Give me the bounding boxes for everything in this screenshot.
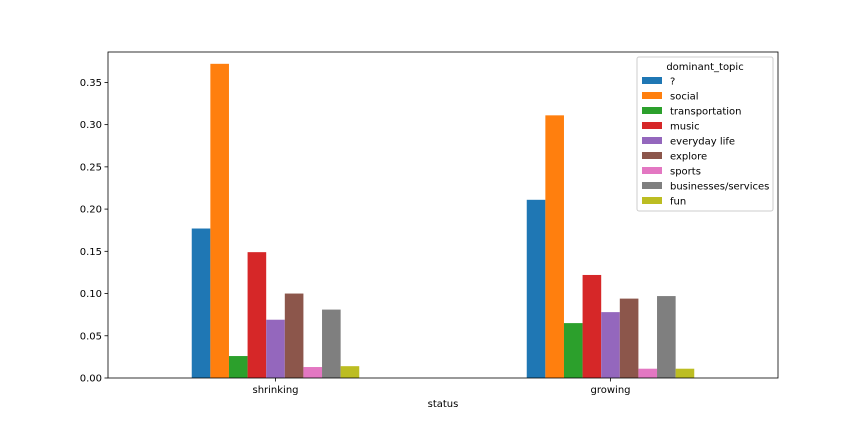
legend-title: dominant_topic xyxy=(666,62,743,73)
bar-growing-7 xyxy=(638,368,658,378)
bars-group xyxy=(191,63,695,379)
legend-label: music xyxy=(670,122,700,133)
bar-growing-5 xyxy=(601,312,620,378)
legend-label: everyday life xyxy=(670,137,735,148)
legend-swatch xyxy=(642,167,662,174)
y-tick-label: 0.25 xyxy=(80,162,102,173)
legend-label: ? xyxy=(670,77,675,88)
legend-items: ? social transportation music everyday life e… xyxy=(642,77,769,208)
legend-label: explore xyxy=(670,152,707,163)
bar-growing-1 xyxy=(526,199,546,378)
bar-growing-8 xyxy=(657,296,676,378)
y-tick-label: 0.30 xyxy=(80,120,102,131)
y-axis: 0.00 0.05 0.10 0.15 0.20 0.25 0.30 0.35 xyxy=(80,78,108,385)
bar-shrinking-9 xyxy=(340,366,360,378)
bar-growing-4 xyxy=(582,274,602,378)
bar-growing-9 xyxy=(675,368,695,378)
bar-shrinking-1 xyxy=(191,228,211,378)
y-tick-label: 0.35 xyxy=(80,78,102,89)
bar-growing-3 xyxy=(563,323,583,378)
legend-swatch xyxy=(642,107,662,114)
legend-label: fun xyxy=(670,197,686,208)
bar-shrinking-2 xyxy=(210,63,229,379)
bar-shrinking-6 xyxy=(284,293,304,378)
legend-label: social xyxy=(670,92,699,103)
y-tick-label: 0.10 xyxy=(80,289,102,300)
legend-label: businesses/services xyxy=(670,182,769,193)
legend-swatch xyxy=(642,152,662,159)
bar-growing-6 xyxy=(619,298,639,378)
plot-frame xyxy=(107,51,779,379)
bar-shrinking-7 xyxy=(303,367,323,378)
legend-swatch xyxy=(642,197,662,204)
bar-growing-2 xyxy=(545,115,564,378)
legend-box xyxy=(636,56,774,212)
x-tick-label: shrinking xyxy=(252,385,298,396)
legend-swatch xyxy=(642,137,662,144)
legend-label: transportation xyxy=(670,107,742,118)
legend-swatch xyxy=(642,182,662,189)
bar-shrinking-5 xyxy=(266,319,285,378)
x-axis: shrinking growing xyxy=(252,378,631,396)
bar-shrinking-4 xyxy=(247,252,267,378)
x-tick-label: growing xyxy=(591,385,631,396)
legend-swatch xyxy=(642,77,662,84)
y-tick-label: 0.00 xyxy=(80,374,102,385)
legend-swatch xyxy=(642,122,662,129)
y-tick-label: 0.05 xyxy=(80,331,102,342)
x-axis-title: status xyxy=(428,399,459,410)
legend-swatch xyxy=(642,92,662,99)
bar-shrinking-8 xyxy=(322,309,341,378)
legend: dominant_topic ? social transportation musi… xyxy=(636,56,774,212)
y-tick-label: 0.20 xyxy=(80,205,102,216)
y-tick-label: 0.15 xyxy=(80,247,102,258)
legend-label: sports xyxy=(670,167,701,178)
bar-shrinking-3 xyxy=(228,356,248,378)
